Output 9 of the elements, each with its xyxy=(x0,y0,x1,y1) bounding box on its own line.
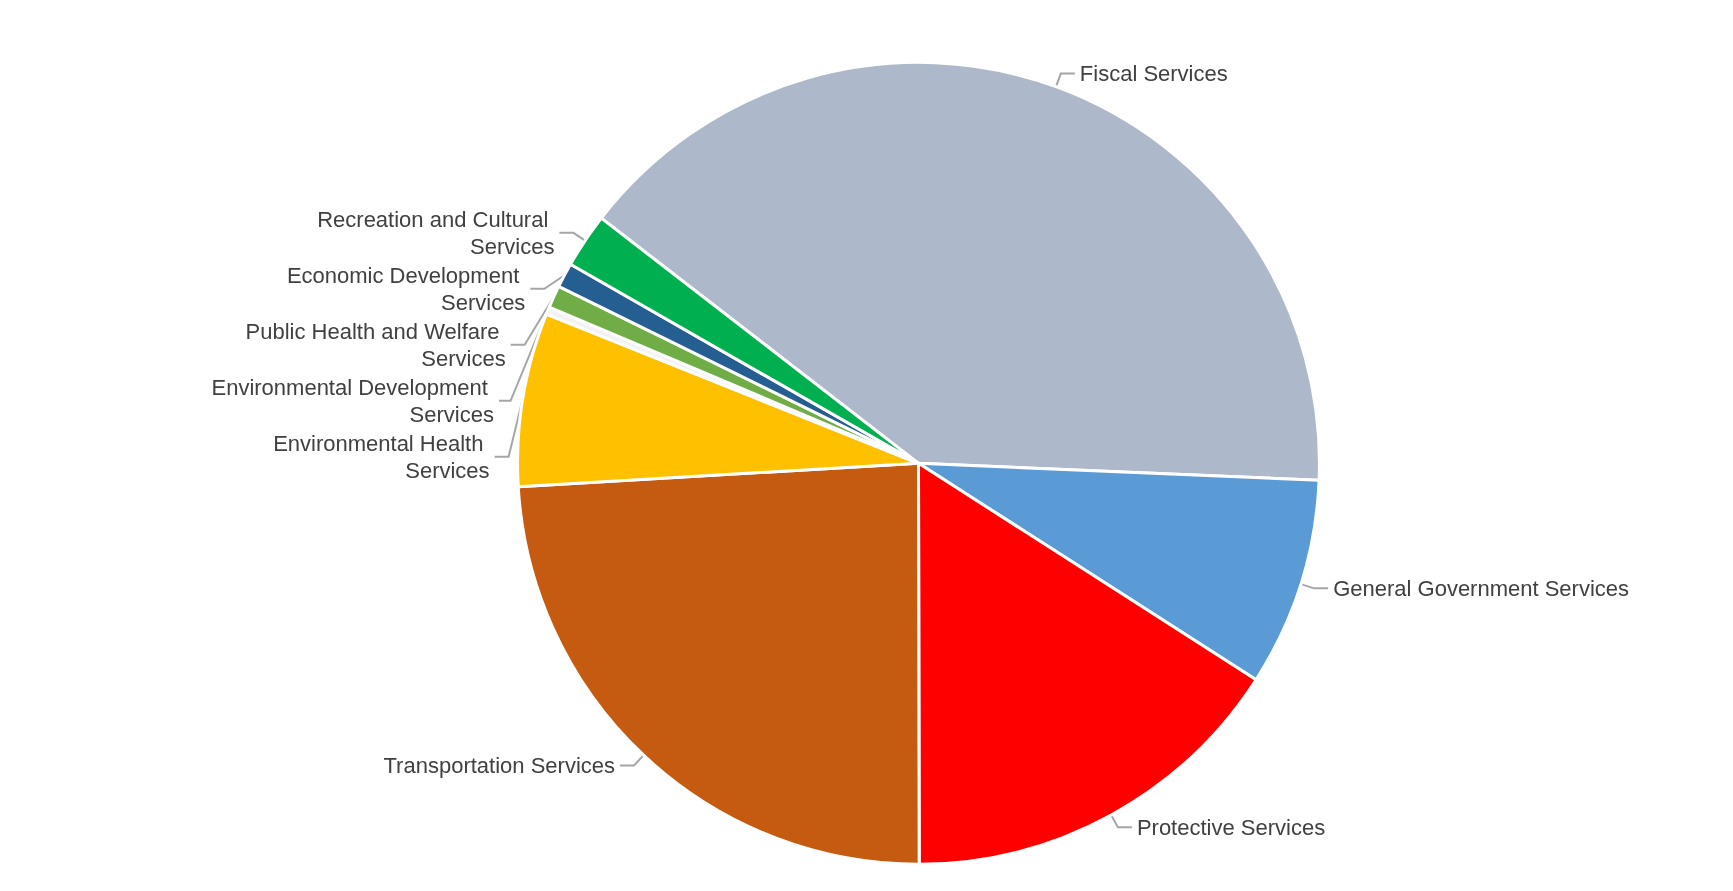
slice-label: Economic Development Services xyxy=(286,262,526,315)
slice-label: Environmental Health Services xyxy=(273,430,490,483)
slice-label: Public Health and Welfare Services xyxy=(245,318,506,371)
slice-label: General Government Services xyxy=(1333,575,1630,601)
slice-label: Protective Services xyxy=(1136,814,1326,840)
slice-label: Environmental Development Services xyxy=(211,374,494,427)
slice-label: Fiscal Services xyxy=(1079,61,1228,87)
slice-label: Recreation and Cultural Services xyxy=(317,206,555,259)
slice-label: Transportation Services xyxy=(383,752,616,778)
